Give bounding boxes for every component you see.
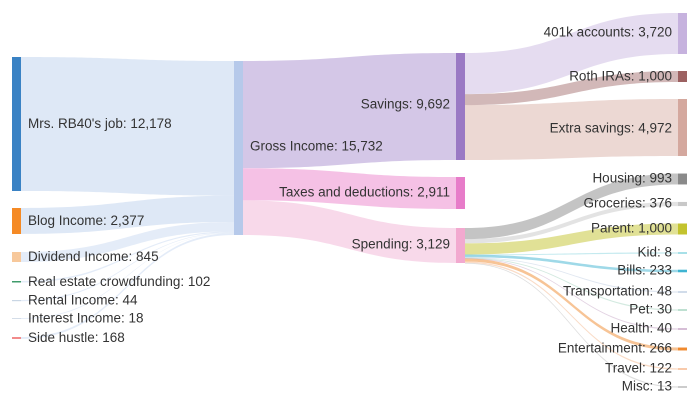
link-job-to-gross [21, 57, 234, 196]
link-spending-to-housing [465, 173, 678, 240]
flow-nodes [12, 13, 687, 388]
node-bills [678, 269, 687, 273]
link-crowd-to-gross [21, 231, 234, 283]
link-savings-to-roth [465, 71, 678, 106]
label-dividend: Dividend Income: 845 [28, 249, 159, 264]
link-spending-to-misc [465, 262, 678, 388]
link-rental-to-gross [21, 232, 234, 302]
label-job: Mrs. RB40's job: 12,178 [28, 116, 172, 131]
node-health [678, 328, 687, 330]
label-extra: Extra savings: 4,972 [550, 121, 672, 136]
label-blog: Blog Income: 2,377 [28, 213, 144, 228]
link-spending-to-groceries [465, 201, 678, 244]
node-entertainment [678, 347, 687, 351]
node-pet [678, 309, 687, 311]
flow-links [21, 13, 678, 388]
link-dividend-to-gross [21, 221, 234, 262]
link-spending-to-kid [465, 252, 678, 256]
node-interest [12, 318, 21, 319]
label-health: Health: 40 [610, 321, 672, 336]
node-gross [234, 61, 243, 235]
label-k401: 401k accounts: 3,720 [544, 25, 672, 40]
node-rental [12, 300, 21, 302]
node-spending [456, 228, 465, 263]
node-taxes [456, 177, 465, 209]
node-misc [678, 386, 687, 388]
label-hustle: Side hustle: 168 [28, 330, 125, 345]
link-gross-to-spending [243, 200, 456, 263]
label-misc: Misc: 13 [622, 379, 672, 394]
node-job [12, 57, 21, 191]
node-blog [12, 208, 21, 234]
label-savings: Savings: 9,692 [361, 97, 450, 112]
node-transport [678, 291, 687, 293]
label-groceries: Groceries: 376 [583, 196, 672, 211]
link-spending-to-bills [465, 254, 678, 273]
label-taxes: Taxes and deductions: 2,911 [279, 185, 450, 200]
label-kid: Kid: 8 [637, 245, 672, 260]
node-dividend [12, 252, 21, 262]
node-hustle [12, 337, 21, 339]
label-pet: Pet: 30 [629, 302, 672, 317]
link-spending-to-travel [465, 261, 678, 370]
link-spending-to-pet [465, 257, 678, 311]
link-blog-to-gross [21, 195, 234, 234]
node-labels: Mrs. RB40's job: 12,178 Blog Income: 2,37… [28, 25, 672, 394]
link-spending-to-entertainment [465, 258, 678, 351]
label-roth: Roth IRAs: 1,000 [569, 69, 672, 84]
label-travel: Travel: 122 [605, 361, 672, 376]
link-savings-to-k401 [465, 13, 678, 95]
label-bills: Bills: 233 [617, 263, 672, 278]
node-extra [678, 99, 687, 156]
link-interest-to-gross [21, 232, 234, 319]
node-crowd [12, 281, 21, 283]
link-gross-to-savings [243, 53, 456, 169]
label-parent: Parent: 1,000 [591, 221, 672, 236]
label-gross: Gross Income: 15,732 [250, 139, 383, 154]
link-gross-to-taxes [243, 168, 456, 209]
node-travel [678, 368, 687, 370]
node-groceries [678, 201, 687, 207]
label-housing: Housing: 993 [592, 171, 672, 186]
link-spending-to-parent [465, 223, 678, 255]
node-k401 [678, 13, 687, 54]
label-transport: Transportation: 48 [563, 284, 672, 299]
label-crowd: Real estate crowdfunding: 102 [28, 274, 210, 289]
label-interest: Interest Income: 18 [28, 311, 144, 326]
label-rental: Rental Income: 44 [28, 293, 138, 308]
label-entertainment: Entertainment: 266 [558, 341, 672, 356]
node-kid [678, 252, 687, 254]
link-spending-to-transport [465, 257, 678, 293]
node-savings [456, 53, 465, 160]
node-housing [678, 173, 687, 185]
link-hustle-to-gross [21, 233, 234, 339]
link-savings-to-extra [465, 99, 678, 160]
node-roth [678, 71, 687, 82]
label-spending: Spending: 3,129 [352, 237, 450, 252]
link-spending-to-health [465, 258, 678, 330]
node-parent [678, 223, 687, 235]
